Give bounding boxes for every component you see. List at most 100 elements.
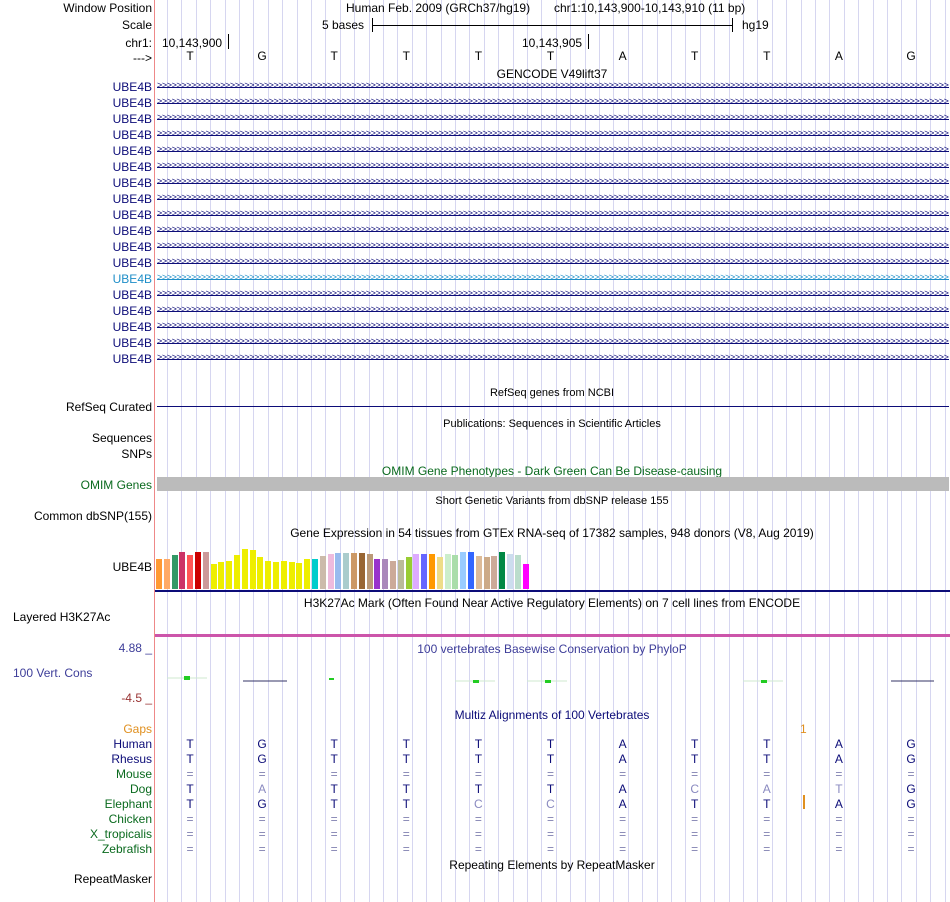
gencode-transcript-label[interactable]: UBE4B: [112, 128, 152, 142]
conservation-plot[interactable]: [155, 672, 950, 686]
gencode-transcript-label[interactable]: UBE4B: [112, 288, 152, 302]
dbsnp-track-title[interactable]: Short Genetic Variants from dbSNP releas…: [435, 495, 669, 507]
refseq-track-label[interactable]: RefSeq Curated: [65, 400, 152, 414]
gtex-tissue-bar[interactable]: [405, 557, 412, 589]
publications-track-title[interactable]: Publications: Sequences in Scientific Ar…: [443, 418, 661, 430]
omim-track-title[interactable]: OMIM Gene Phenotypes - Dark Green Can Be…: [381, 464, 723, 478]
gtex-tissue-bar[interactable]: [288, 562, 295, 589]
gaps-label[interactable]: Gaps: [123, 722, 152, 736]
publications-label-snps[interactable]: SNPs: [121, 447, 152, 461]
gencode-transcript-label[interactable]: UBE4B: [112, 144, 152, 158]
gtex-tissue-bar[interactable]: [397, 560, 404, 589]
gencode-transcript-label[interactable]: UBE4B: [112, 336, 152, 350]
gtex-tissue-bar[interactable]: [382, 559, 389, 589]
gtex-tissue-bar[interactable]: [499, 552, 506, 589]
gtex-tissue-bar[interactable]: [273, 562, 279, 589]
gencode-transcript-intron[interactable]: >>>>>>>>>>>>>>>>>>>>>>>>>>>>>>>>>>>>>>>>…: [157, 160, 949, 172]
gtex-tissue-bar[interactable]: [319, 556, 326, 589]
gtex-tissue-bar[interactable]: [468, 552, 474, 589]
gtex-tissue-bar[interactable]: [195, 552, 201, 589]
gtex-tissue-bar[interactable]: [358, 553, 365, 589]
gencode-transcript-intron[interactable]: >>>>>>>>>>>>>>>>>>>>>>>>>>>>>>>>>>>>>>>>…: [157, 144, 949, 156]
species-label[interactable]: Dog: [129, 782, 152, 796]
gencode-transcript-intron[interactable]: >>>>>>>>>>>>>>>>>>>>>>>>>>>>>>>>>>>>>>>>…: [157, 352, 949, 364]
gencode-transcript-intron[interactable]: >>>>>>>>>>>>>>>>>>>>>>>>>>>>>>>>>>>>>>>>…: [157, 336, 949, 348]
dbsnp-track-label[interactable]: Common dbSNP(155): [33, 509, 152, 523]
gtex-track-title[interactable]: Gene Expression in 54 tissues from GTEx …: [290, 526, 814, 540]
gtex-tissue-bar[interactable]: [202, 552, 209, 589]
gtex-tissue-bar[interactable]: [343, 553, 350, 589]
gencode-transcript-label[interactable]: UBE4B: [112, 240, 152, 254]
gtex-tissue-bar[interactable]: [327, 554, 334, 589]
h3k27ac-track-title[interactable]: H3K27Ac Mark (Often Found Near Active Re…: [303, 596, 801, 610]
gtex-tissue-bar[interactable]: [265, 561, 272, 589]
gencode-transcript-intron[interactable]: >>>>>>>>>>>>>>>>>>>>>>>>>>>>>>>>>>>>>>>>…: [157, 96, 949, 108]
gencode-transcript-intron[interactable]: >>>>>>>>>>>>>>>>>>>>>>>>>>>>>>>>>>>>>>>>…: [157, 240, 949, 252]
gtex-tissue-bar[interactable]: [335, 553, 342, 589]
gencode-transcript-label[interactable]: UBE4B: [112, 96, 152, 110]
repeatmasker-track-title[interactable]: Repeating Elements by RepeatMasker: [449, 858, 655, 872]
gencode-transcript-intron[interactable]: >>>>>>>>>>>>>>>>>>>>>>>>>>>>>>>>>>>>>>>>…: [157, 80, 949, 92]
gtex-tissue-bar[interactable]: [226, 561, 233, 589]
gtex-tissue-bar[interactable]: [351, 553, 357, 589]
gtex-tissue-bar[interactable]: [374, 559, 381, 589]
gencode-transcript-label[interactable]: UBE4B: [112, 112, 152, 126]
gtex-tissue-bar[interactable]: [436, 557, 443, 589]
gtex-tissue-bar[interactable]: [210, 564, 217, 589]
conservation-track-title[interactable]: 100 vertebrates Basewise Conservation by…: [417, 642, 687, 656]
species-label[interactable]: X_tropicalis: [89, 827, 152, 841]
gtex-tissue-bar[interactable]: [171, 555, 178, 589]
gencode-transcript-intron[interactable]: >>>>>>>>>>>>>>>>>>>>>>>>>>>>>>>>>>>>>>>>…: [157, 112, 949, 124]
gtex-tissue-bar[interactable]: [413, 554, 420, 589]
gencode-transcript-intron[interactable]: >>>>>>>>>>>>>>>>>>>>>>>>>>>>>>>>>>>>>>>>…: [157, 320, 949, 332]
gtex-bar-chart[interactable]: [155, 540, 555, 589]
gencode-transcript-label[interactable]: UBE4B: [112, 176, 152, 190]
gtex-tissue-bar[interactable]: [522, 564, 529, 589]
gencode-transcript-intron[interactable]: >>>>>>>>>>>>>>>>>>>>>>>>>>>>>>>>>>>>>>>>…: [157, 128, 949, 140]
gencode-transcript-intron[interactable]: >>>>>>>>>>>>>>>>>>>>>>>>>>>>>>>>>>>>>>>>…: [157, 272, 949, 284]
gtex-tissue-bar[interactable]: [163, 559, 170, 589]
gtex-tissue-bar[interactable]: [304, 559, 311, 589]
gtex-tissue-bar[interactable]: [429, 554, 435, 589]
gencode-track-title[interactable]: GENCODE V49lift37: [496, 67, 608, 81]
refseq-gene-line[interactable]: [157, 406, 949, 407]
gtex-tissue-bar[interactable]: [507, 554, 513, 589]
gencode-transcript-label[interactable]: UBE4B: [112, 352, 152, 366]
gencode-transcript-label[interactable]: UBE4B: [112, 80, 152, 94]
omim-gene-block[interactable]: [157, 477, 949, 491]
gencode-transcript-intron[interactable]: >>>>>>>>>>>>>>>>>>>>>>>>>>>>>>>>>>>>>>>>…: [157, 256, 949, 268]
gtex-tissue-bar[interactable]: [460, 552, 467, 589]
species-label[interactable]: Zebrafish: [101, 842, 152, 856]
gtex-tissue-bar[interactable]: [366, 554, 373, 589]
gencode-transcript-label[interactable]: UBE4B: [112, 256, 152, 270]
gtex-tissue-bar[interactable]: [452, 555, 459, 589]
gtex-tissue-bar[interactable]: [156, 559, 162, 589]
repeatmasker-track-label[interactable]: RepeatMasker: [73, 872, 152, 886]
h3k27ac-track-label[interactable]: Layered H3K27Ac: [13, 610, 111, 624]
gtex-tissue-bar[interactable]: [257, 557, 264, 589]
publications-label-sequences[interactable]: Sequences: [91, 431, 152, 445]
gencode-transcript-intron[interactable]: >>>>>>>>>>>>>>>>>>>>>>>>>>>>>>>>>>>>>>>>…: [157, 304, 949, 316]
gtex-tissue-bar[interactable]: [491, 556, 498, 589]
gtex-tissue-bar[interactable]: [241, 549, 248, 589]
species-label[interactable]: Elephant: [104, 797, 152, 811]
gencode-transcript-label[interactable]: UBE4B: [112, 320, 152, 334]
gtex-track-label[interactable]: UBE4B: [112, 560, 152, 574]
gtex-tissue-bar[interactable]: [249, 550, 256, 589]
gtex-tissue-bar[interactable]: [390, 561, 396, 589]
position-text[interactable]: chr1:10,143,900-10,143,910 (11 bp): [554, 1, 746, 15]
gencode-transcript-label[interactable]: UBE4B: [112, 304, 152, 318]
species-label[interactable]: Human: [113, 737, 152, 751]
gencode-transcript-label[interactable]: UBE4B: [112, 272, 152, 286]
gtex-tissue-bar[interactable]: [187, 555, 194, 589]
gencode-transcript-label[interactable]: UBE4B: [112, 224, 152, 238]
gtex-tissue-bar[interactable]: [218, 562, 225, 589]
gtex-tissue-bar[interactable]: [234, 555, 240, 589]
refseq-track-title[interactable]: RefSeq genes from NCBI: [489, 387, 615, 399]
gencode-transcript-intron[interactable]: >>>>>>>>>>>>>>>>>>>>>>>>>>>>>>>>>>>>>>>>…: [157, 288, 949, 300]
gencode-transcript-intron[interactable]: >>>>>>>>>>>>>>>>>>>>>>>>>>>>>>>>>>>>>>>>…: [157, 176, 949, 188]
multiz-track-title[interactable]: Multiz Alignments of 100 Vertebrates: [454, 708, 650, 722]
gencode-transcript-label[interactable]: UBE4B: [112, 192, 152, 206]
gtex-tissue-bar[interactable]: [475, 556, 482, 589]
gencode-transcript-label[interactable]: UBE4B: [112, 208, 152, 222]
